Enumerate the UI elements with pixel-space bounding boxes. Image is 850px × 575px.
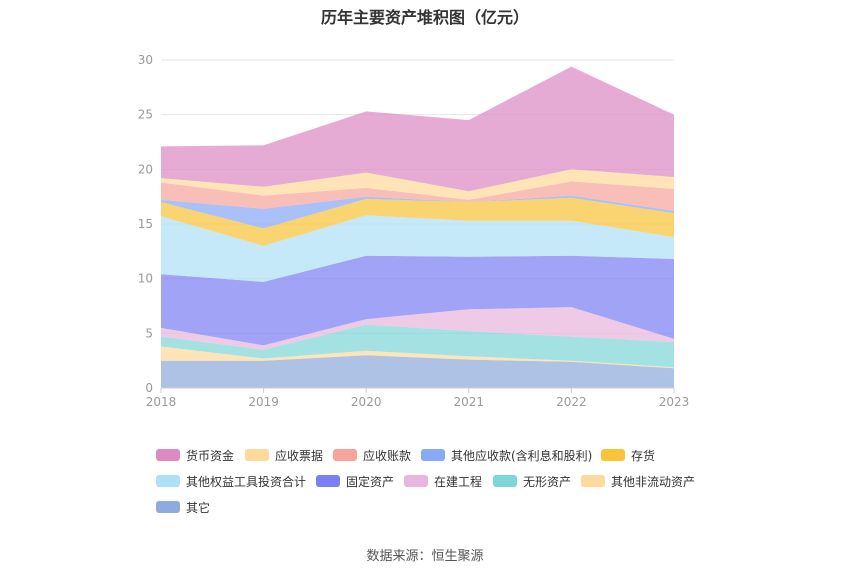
data-source-note: 数据来源：恒生聚源 (366, 549, 484, 564)
legend-swatch (421, 449, 445, 461)
x-tick-label: 2022 (556, 395, 587, 409)
legend-label: 其他权益工具投资合计 (186, 474, 307, 489)
legend-swatch (581, 475, 605, 487)
y-tick-label: 5 (145, 326, 153, 340)
area-series-3 (161, 307, 674, 350)
area-series-9 (161, 169, 674, 200)
legend-swatch (156, 449, 180, 461)
legend-label: 存货 (631, 448, 656, 463)
area-series-8 (161, 181, 674, 211)
legend-label: 在建工程 (434, 474, 483, 489)
legend-label: 其他应收款(含利息和股利) (451, 448, 593, 463)
legend-label: 固定资产 (346, 474, 395, 489)
legend-item-4[interactable]: 固定资产 (316, 473, 394, 489)
y-tick-label: 20 (138, 162, 153, 176)
legend-item-6[interactable]: 存货 (601, 447, 655, 463)
area-series-10 (161, 66, 674, 192)
legend-item-8[interactable]: 应收账款 (333, 447, 411, 463)
axes: 0 5 10 15 20 25 30 2018 2019 2020 2021 2022 2023 (138, 53, 690, 409)
legend-swatch (156, 475, 180, 487)
y-tick-label: 15 (138, 217, 153, 231)
legend-swatch (404, 475, 428, 487)
legend-item-3[interactable]: 在建工程 (404, 473, 482, 489)
area-series-0 (161, 355, 674, 388)
legend-swatch (601, 449, 625, 461)
legend-swatch (316, 475, 340, 487)
legend-item-1[interactable]: 其他非流动资产 (581, 473, 695, 489)
legend-label: 货币资金 (186, 448, 235, 463)
area-series-6 (161, 197, 674, 246)
legend-item-5[interactable]: 其他权益工具投资合计 (156, 473, 306, 489)
legend-item-7[interactable]: 其他应收款(含利息和股利) (421, 447, 592, 463)
x-tick-label: 2020 (351, 395, 382, 409)
legend-label: 其他非流动资产 (611, 474, 696, 489)
area-series-7 (161, 195, 674, 229)
legend-swatch (245, 449, 269, 461)
legend-item-9[interactable]: 应收票据 (245, 447, 323, 463)
area-series-4 (161, 255, 674, 346)
legend-label: 无形资产 (523, 474, 572, 489)
x-tick-label: 2023 (659, 395, 690, 409)
legend-label: 其它 (186, 500, 211, 515)
y-tick-label: 30 (138, 53, 153, 67)
area-series (161, 66, 674, 388)
area-series-1 (161, 346, 674, 369)
area-series-2 (161, 324, 674, 368)
legend-label: 应收票据 (275, 448, 324, 463)
area-series-5 (161, 215, 674, 282)
x-tick-label: 2019 (248, 395, 279, 409)
y-tick-label: 25 (138, 108, 153, 122)
x-tick-label: 2021 (454, 395, 485, 409)
legend-item-2[interactable]: 无形资产 (493, 473, 571, 489)
stacked-area-chart: 0 5 10 15 20 25 30 2018 2019 2020 2021 2022 2023 (138, 53, 690, 409)
y-tick-label: 0 (145, 381, 153, 395)
legend-swatch (333, 449, 357, 461)
y-tick-label: 10 (138, 272, 153, 286)
legend-item-0[interactable]: 其它 (156, 499, 210, 515)
legend-swatch (156, 501, 180, 513)
legend-label: 应收账款 (363, 448, 412, 463)
x-tick-label: 2018 (146, 395, 177, 409)
chart-title: 历年主要资产堆积图（亿元） (320, 8, 529, 27)
legend-swatch (493, 475, 517, 487)
legend-item-10[interactable]: 货币资金 (156, 447, 234, 463)
